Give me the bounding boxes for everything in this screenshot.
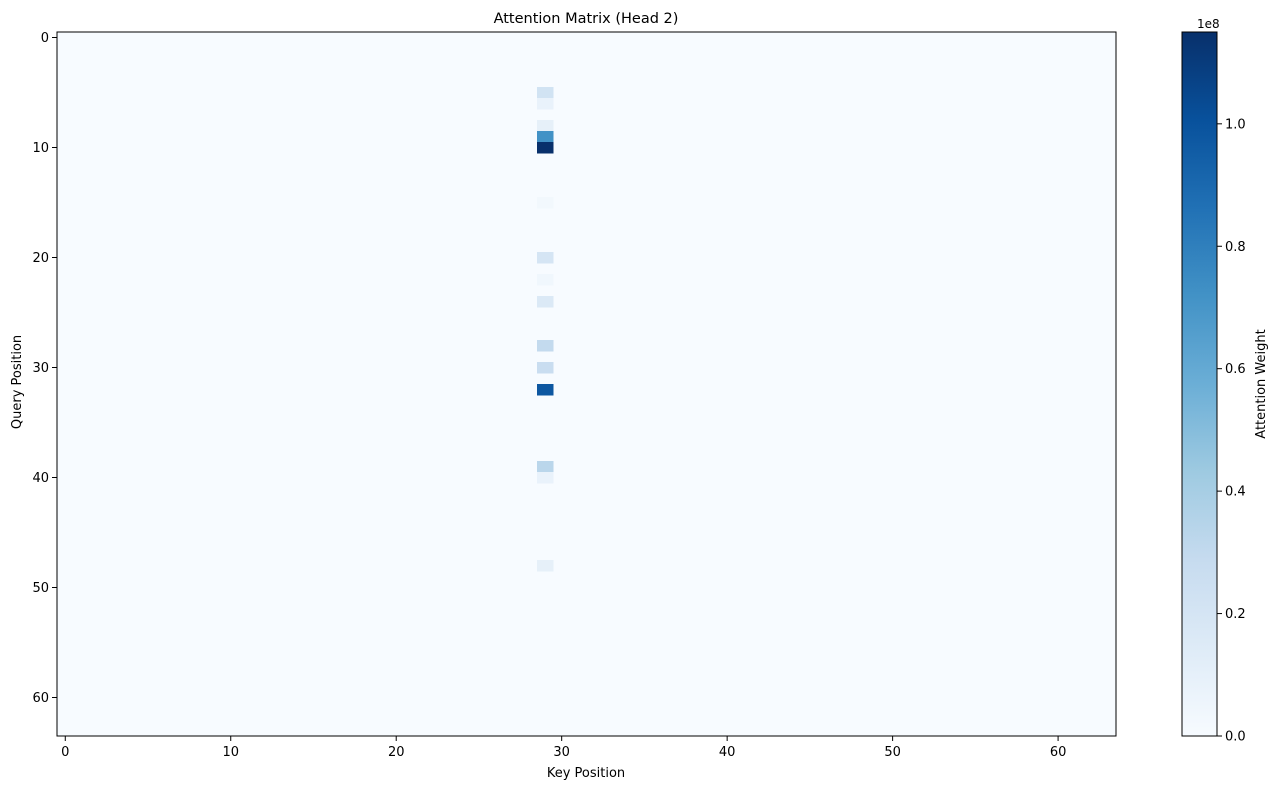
colorbar-offset-text: 1e8 xyxy=(1197,17,1220,31)
heatmap-cell xyxy=(536,131,554,143)
heatmap-cell xyxy=(536,98,554,110)
colorbar-label: Attention Weight xyxy=(1254,329,1269,438)
x-tick-label: 60 xyxy=(1050,745,1067,760)
colorbar: 0.0 0.2 0.4 0.6 0.8 1.0 xyxy=(1181,31,1246,745)
y-axis-label: Query Position xyxy=(10,335,25,429)
x-tick-label: 20 xyxy=(388,745,405,760)
x-tick-label: 50 xyxy=(884,745,901,760)
y-tick-label: 60 xyxy=(32,691,49,706)
heatmap-cell xyxy=(536,197,554,209)
x-tick-label: 30 xyxy=(553,745,570,760)
x-axis-label: Key Position xyxy=(547,766,625,781)
colorbar-gradient xyxy=(1182,32,1217,736)
heatmap-cell xyxy=(536,296,554,308)
heatmap-cell xyxy=(536,472,554,484)
y-tick-label: 50 xyxy=(32,581,49,596)
colorbar-tick-label: 0.4 xyxy=(1225,485,1246,500)
heatmap-cell xyxy=(536,560,554,572)
heatmap-cell xyxy=(536,362,554,374)
heatmap-cell xyxy=(536,384,554,396)
colorbar-tick-label: 0.2 xyxy=(1225,607,1246,622)
colorbar-frame xyxy=(1181,31,1218,737)
plot-area: 0 10 20 30 40 50 60 0 10 20 30 40 50 60 xyxy=(32,31,1117,760)
heatmap-cell xyxy=(536,252,554,264)
plot-frame xyxy=(56,31,1117,737)
heatmap-cell xyxy=(536,120,554,132)
y-tick-label: 30 xyxy=(32,361,49,376)
y-tick-label: 0 xyxy=(41,31,49,46)
heatmap-cell xyxy=(536,142,554,154)
heatmap-cell xyxy=(536,461,554,473)
heatmap-cell xyxy=(536,87,554,99)
colorbar-tick-label: 0.8 xyxy=(1225,240,1246,255)
heatmap-background xyxy=(57,32,1116,736)
y-tick-label: 10 xyxy=(32,141,49,156)
chart-title: Attention Matrix (Head 2) xyxy=(494,11,679,27)
y-tick-label: 40 xyxy=(32,471,49,486)
x-tick-label: 0 xyxy=(61,745,69,760)
colorbar-tick-label: 1.0 xyxy=(1225,117,1246,132)
heatmap-cell xyxy=(536,274,554,286)
colorbar-tick-label: 0.6 xyxy=(1225,362,1246,377)
x-tick-label: 40 xyxy=(719,745,736,760)
colorbar-tick-label: 0.0 xyxy=(1225,730,1246,745)
x-tick-label: 10 xyxy=(222,745,239,760)
heatmap-cell xyxy=(536,340,554,352)
y-tick-label: 20 xyxy=(32,251,49,266)
